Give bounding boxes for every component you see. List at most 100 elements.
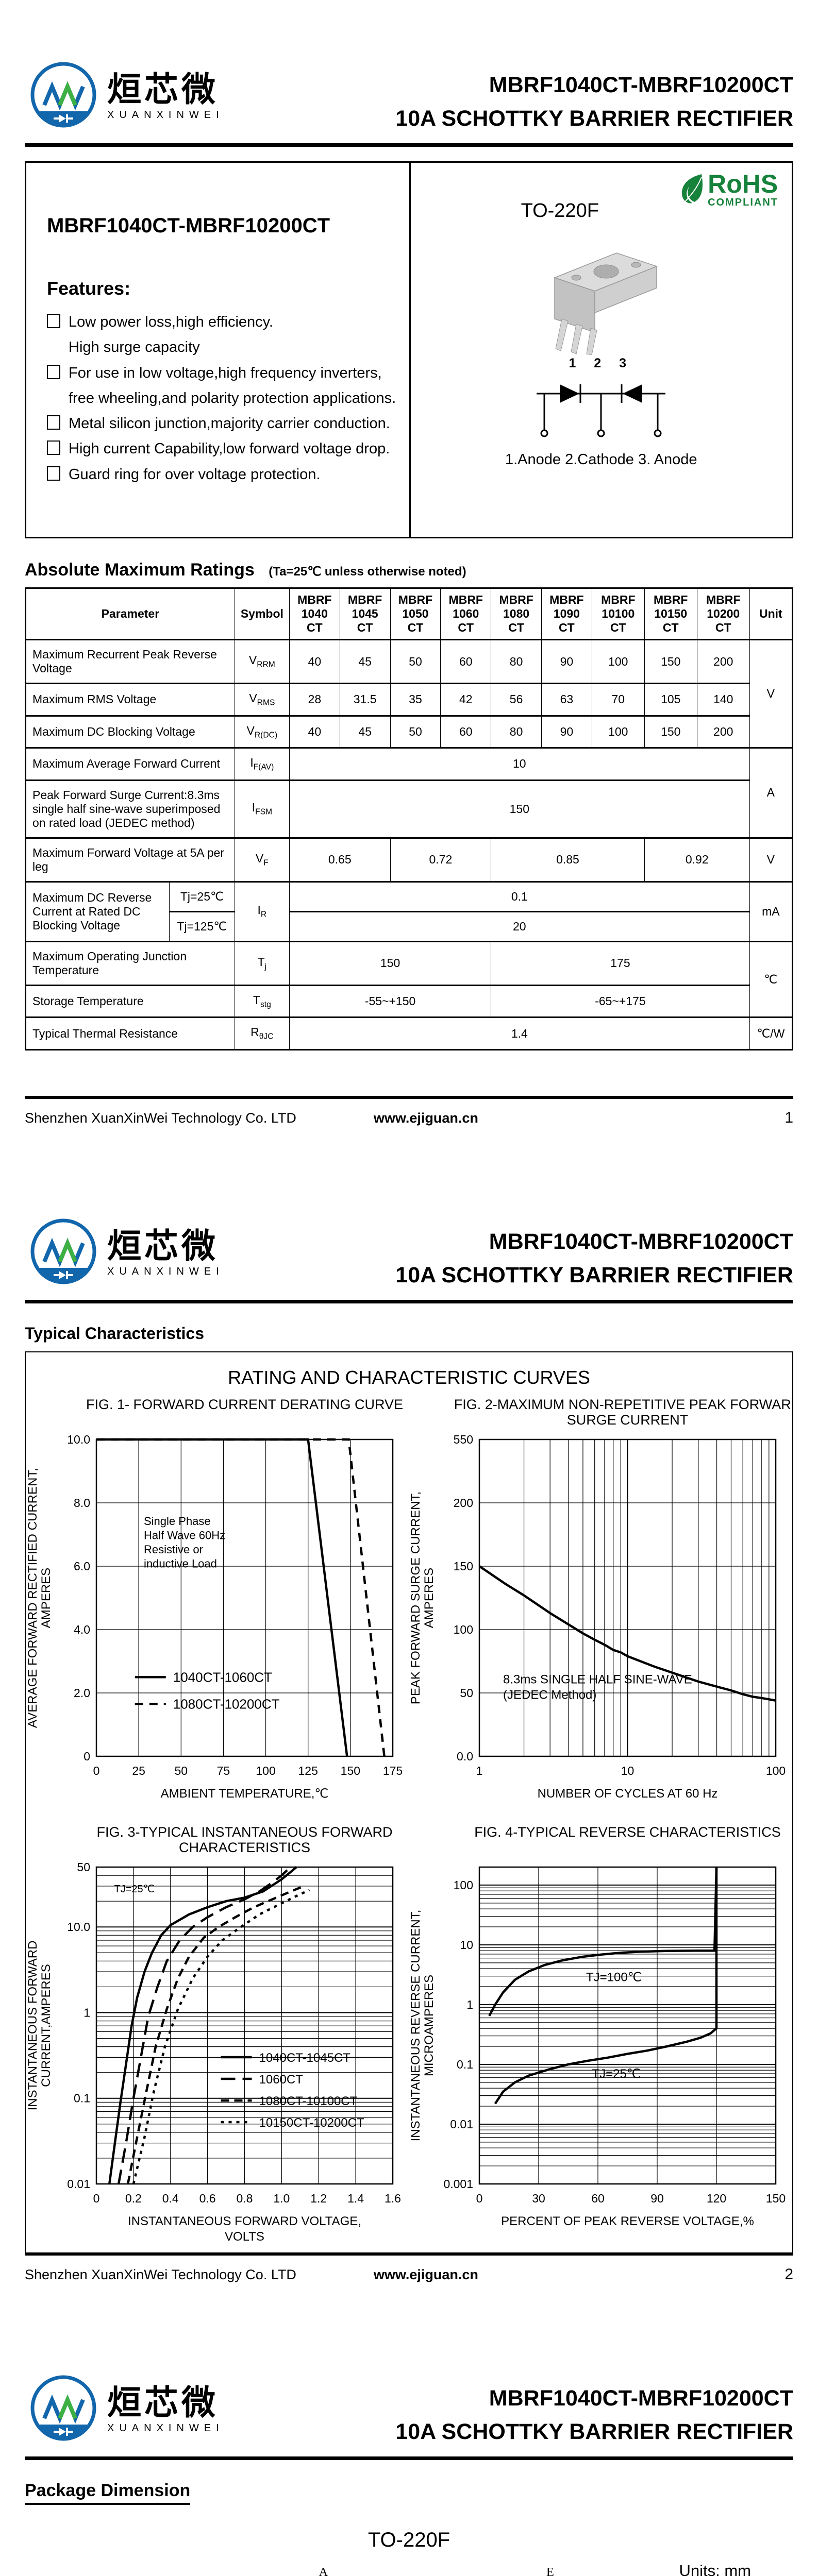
table-cell: Maximum DC Reverse Current at Rated DC B… bbox=[25, 880, 170, 942]
dim-label-A: A bbox=[319, 2565, 328, 2576]
table-cell: 70 bbox=[591, 683, 645, 717]
company-logo: 烜芯微 XUANXINWEI bbox=[25, 58, 224, 135]
footer-company: Shenzhen XuanXinWei Technology Co. LTD bbox=[25, 1110, 296, 1126]
page-1: 烜芯微 XUANXINWEI MBRF1040CT-MBRF10200CT 10… bbox=[0, 0, 818, 1157]
svg-text:0.0: 0.0 bbox=[457, 1750, 473, 1763]
table-cell: 150 bbox=[644, 715, 697, 749]
package-outline-drawing: A A1 A2 C C1 C2 B1 D1 D2 D3 D D a E E1 B… bbox=[319, 2565, 554, 2576]
svg-text:1060CT: 1060CT bbox=[259, 2073, 303, 2087]
fig3-instantaneous-forward-characteristics-chart: 0 0.2 0.4 0.6 0.8 1.0 1.2 1.4 1.6 0.01 0.1 1 10.0 50 F… bbox=[27, 1824, 401, 2244]
table-cell: Peak Forward Surge Current:8.3ms single … bbox=[25, 779, 235, 839]
svg-text:0: 0 bbox=[476, 2192, 483, 2205]
table-cell: 90 bbox=[541, 639, 592, 684]
svg-text:1.0: 1.0 bbox=[273, 2192, 290, 2205]
footer-rule bbox=[25, 2252, 793, 2256]
svg-text:FIG. 3-TYPICAL INSTANTANEOUS F: FIG. 3-TYPICAL INSTANTANEOUS FORWARD bbox=[96, 1824, 392, 1840]
table-cell: RθJC bbox=[234, 1016, 290, 1050]
header-rule bbox=[25, 2456, 793, 2460]
table-cell: 80 bbox=[491, 715, 542, 749]
feature-item: Metal silicon junction,majority carrier … bbox=[47, 414, 399, 433]
table-cell: Maximum DC Blocking Voltage bbox=[25, 715, 235, 749]
svg-text:60: 60 bbox=[591, 2192, 605, 2205]
svg-text:0: 0 bbox=[93, 2192, 99, 2205]
svg-text:VOLTS: VOLTS bbox=[225, 2230, 264, 2244]
package-photo bbox=[554, 252, 658, 355]
table-cell: 1.4 bbox=[289, 1016, 750, 1050]
table-cell: 28 bbox=[289, 683, 340, 717]
table-cell: MBRF 1060 CT bbox=[440, 587, 492, 640]
svg-text:100: 100 bbox=[454, 1878, 473, 1892]
table-cell: Maximum Forward Voltage at 5A per leg bbox=[25, 837, 235, 883]
svg-text:TJ=100℃: TJ=100℃ bbox=[586, 1970, 642, 1984]
svg-text:8.0: 8.0 bbox=[74, 1496, 90, 1510]
table-cell: Tj=25℃ bbox=[169, 880, 235, 912]
svg-text:25: 25 bbox=[132, 1764, 145, 1777]
abs-max-title: Absolute Maximum Ratings bbox=[25, 560, 255, 580]
table-cell: 150 bbox=[644, 639, 697, 684]
svg-text:0.4: 0.4 bbox=[162, 2192, 179, 2205]
svg-text:CHARACTERISTICS: CHARACTERISTICS bbox=[179, 1840, 310, 1855]
table-cell: MBRF 10150 CT bbox=[644, 587, 697, 640]
company-logo-icon bbox=[30, 62, 96, 128]
table-cell: Maximum Recurrent Peak Reverse Voltage bbox=[25, 639, 235, 684]
svg-text:FIG. 4-TYPICAL REVERSE CHARACT: FIG. 4-TYPICAL REVERSE CHARACTERISTICS bbox=[474, 1824, 781, 1840]
footer-website-link[interactable]: www.ejiguan.cn bbox=[373, 2267, 478, 2282]
document-title: MBRF1040CT-MBRF10200CT 10A SCHOTTKY BARR… bbox=[395, 69, 793, 135]
feature-item: For use in low voltage,high frequency in… bbox=[47, 364, 399, 382]
feature-item: High current Capability,low forward volt… bbox=[47, 439, 399, 458]
svg-text:1.4: 1.4 bbox=[347, 2192, 364, 2205]
page-header: 烜芯微 XUANXINWEI MBRF1040CT-MBRF10200CT 10… bbox=[0, 2313, 818, 2448]
table-cell: 56 bbox=[491, 683, 542, 717]
title-description: 10A SCHOTTKY BARRIER RECTIFIER bbox=[395, 1262, 793, 1287]
svg-text:10.0: 10.0 bbox=[67, 1920, 90, 1934]
feature-text: Low power loss,high efficiency. bbox=[69, 314, 274, 330]
footer-website-link[interactable]: www.ejiguan.cn bbox=[373, 1110, 478, 1126]
svg-text:1: 1 bbox=[476, 1764, 483, 1777]
checkbox-bullet-icon bbox=[47, 415, 60, 430]
table-cell: ℃/W bbox=[749, 1016, 793, 1050]
feature-item: High surge capacity bbox=[47, 338, 399, 357]
page-2: 烜芯微 XUANXINWEI MBRF1040CT-MBRF10200CT 10… bbox=[0, 1157, 818, 2313]
svg-text:4.0: 4.0 bbox=[74, 1623, 90, 1636]
table-cell: MBRF 1045 CT bbox=[339, 587, 391, 640]
table-cell: 31.5 bbox=[339, 683, 391, 717]
svg-text:550: 550 bbox=[454, 1433, 473, 1446]
diode-schematic bbox=[537, 384, 666, 437]
table-cell: 20 bbox=[289, 910, 750, 942]
curves-box-title: RATING AND CHARACTERISTIC CURVES bbox=[228, 1367, 590, 1388]
package-name: TO-220F bbox=[368, 2529, 450, 2551]
svg-text:1080CT-10200CT: 1080CT-10200CT bbox=[173, 1696, 280, 1711]
table-cell: IR bbox=[234, 880, 290, 942]
svg-text:NUMBER OF CYCLES AT 60 Hz: NUMBER OF CYCLES AT 60 Hz bbox=[538, 1787, 718, 1801]
svg-text:0.01: 0.01 bbox=[67, 2177, 90, 2191]
svg-text:90: 90 bbox=[650, 2192, 664, 2205]
table-cell: 100 bbox=[591, 639, 645, 684]
table-cell: VRRM bbox=[234, 639, 290, 684]
table-cell: -55~+150 bbox=[289, 984, 492, 1019]
header-rule bbox=[25, 143, 793, 147]
page-footer: Shenzhen XuanXinWei Technology Co. LTD w… bbox=[25, 2252, 793, 2283]
table-cell: 90 bbox=[541, 715, 592, 749]
checkbox-bullet-icon bbox=[47, 466, 60, 481]
svg-text:TJ=25℃: TJ=25℃ bbox=[592, 2067, 641, 2081]
company-logo-icon bbox=[30, 2375, 96, 2441]
svg-text:125: 125 bbox=[298, 1764, 318, 1777]
svg-text:0.1: 0.1 bbox=[457, 2058, 473, 2071]
title-part-range: MBRF1040CT-MBRF10200CT bbox=[489, 73, 793, 97]
svg-text:2.0: 2.0 bbox=[74, 1686, 90, 1700]
table-cell: 50 bbox=[390, 715, 441, 749]
table-cell: 140 bbox=[696, 683, 750, 717]
rohs-leaf-icon bbox=[681, 174, 703, 204]
features-list: Low power loss,high efficiency. High surg… bbox=[47, 313, 399, 484]
features-title: Features: bbox=[47, 278, 131, 299]
document-title: MBRF1040CT-MBRF10200CT 10A SCHOTTKY BARR… bbox=[395, 2382, 793, 2448]
table-cell: Maximum RMS Voltage bbox=[25, 683, 235, 717]
svg-text:Resistive or: Resistive or bbox=[144, 1543, 203, 1556]
company-name-cn: 烜芯微 bbox=[107, 70, 219, 108]
table-cell: 10 bbox=[289, 747, 750, 781]
feature-item: Low power loss,high efficiency. bbox=[47, 313, 399, 331]
dim-label-E: E bbox=[546, 2565, 554, 2576]
table-cell: Maximum Operating Junction Temperature bbox=[25, 940, 235, 986]
checkbox-bullet-icon bbox=[47, 440, 60, 455]
footer-company: Shenzhen XuanXinWei Technology Co. LTD bbox=[25, 2267, 296, 2282]
